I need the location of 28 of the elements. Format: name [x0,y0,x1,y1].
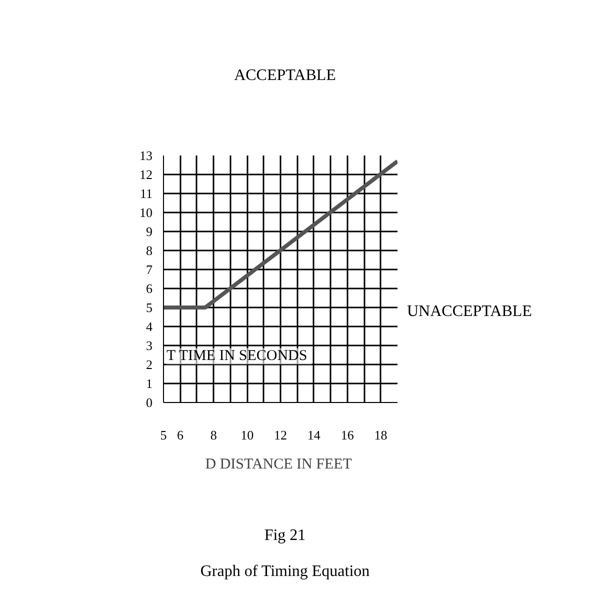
y-tick-label: 7 [146,262,153,277]
x-tick-label: 10 [240,428,254,442]
x-tick-label: 6 [176,428,184,442]
y-tick-label: 1 [146,376,152,391]
y-tick-label: 10 [140,205,152,220]
y-tick-label: 11 [140,186,153,201]
y-tick-label: 12 [140,167,152,182]
x-tick-label: 18 [374,428,388,442]
text: Fig 21 [264,526,306,546]
y-tick-label: 8 [146,243,152,258]
x-tick-label: 8 [210,428,217,442]
y-tick-label: 4 [146,319,153,334]
y-tick-label: 0 [146,395,152,410]
x-tick-label: 16 [340,428,354,442]
y-tick-label: 3 [146,338,152,353]
x-tick-label: 5 [160,428,167,442]
x-tick-label: 12 [274,428,287,442]
y-axis-title: T TIME IN SECONDS [166,348,308,364]
y-tick-label: 2 [146,357,152,372]
text: Graph of Timing Equation [200,562,370,582]
y-tick-label: 9 [146,224,152,239]
x-axis-title: D DISTANCE IN FEET [205,456,352,472]
y-tick-label: 5 [146,300,152,315]
x-tick-label: 14 [307,428,321,442]
text: ACCEPTABLE [234,66,336,86]
text: UNACCEPTABLE [407,302,532,322]
y-tick-label: 6 [146,281,153,296]
y-tick-label: 13 [140,148,152,163]
